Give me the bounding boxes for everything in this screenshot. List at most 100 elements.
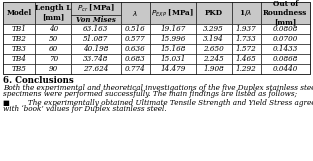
Text: 60: 60 — [49, 45, 58, 53]
Text: 0.683: 0.683 — [125, 55, 146, 63]
Text: 1.733: 1.733 — [236, 35, 256, 43]
Bar — [71, 64, 121, 74]
Text: 0.0700: 0.0700 — [273, 35, 298, 43]
Bar — [71, 24, 121, 34]
Text: 19.167: 19.167 — [160, 25, 185, 33]
Bar — [196, 64, 232, 74]
Bar — [196, 24, 232, 34]
Text: 14.479: 14.479 — [160, 65, 185, 73]
Text: Model: Model — [7, 9, 32, 17]
Bar — [260, 64, 310, 74]
Bar — [260, 34, 310, 44]
Text: Length L
[mm]: Length L [mm] — [35, 4, 71, 22]
Text: specimens were performed successfully. The main findings are listed as follows;: specimens were performed successfully. T… — [3, 90, 297, 98]
Text: TB3: TB3 — [12, 45, 27, 53]
Text: 6. Conclusions: 6. Conclusions — [3, 76, 74, 85]
Text: 15.996: 15.996 — [160, 35, 185, 43]
Bar — [71, 44, 121, 54]
Bar — [232, 54, 260, 64]
Bar — [121, 54, 150, 64]
Bar — [121, 2, 150, 24]
Text: 33.748: 33.748 — [83, 55, 109, 63]
Text: 2.650: 2.650 — [203, 45, 224, 53]
Bar — [232, 64, 260, 74]
Bar — [260, 24, 310, 34]
Bar — [150, 24, 196, 34]
Text: 0.774: 0.774 — [125, 65, 146, 73]
Text: 0.577: 0.577 — [125, 35, 146, 43]
Bar — [196, 2, 232, 24]
Bar — [260, 2, 310, 24]
Text: TB1: TB1 — [12, 25, 27, 33]
Text: 15.031: 15.031 — [160, 55, 185, 63]
Text: 15.168: 15.168 — [160, 45, 185, 53]
Bar — [35, 24, 71, 34]
Bar — [196, 44, 232, 54]
Bar — [35, 34, 71, 44]
Bar — [150, 64, 196, 74]
Bar — [196, 54, 232, 64]
Bar — [35, 2, 71, 24]
Bar — [3, 2, 310, 74]
Bar — [121, 24, 150, 34]
Text: 51.087: 51.087 — [83, 35, 109, 43]
Text: 0.0808: 0.0808 — [273, 25, 298, 33]
Bar — [3, 34, 35, 44]
Text: 40: 40 — [49, 25, 58, 33]
Text: 40.198: 40.198 — [83, 45, 109, 53]
Text: 0.0440: 0.0440 — [273, 65, 298, 73]
Bar — [35, 54, 71, 64]
Bar — [3, 2, 35, 24]
Bar — [35, 64, 71, 74]
Text: $P_{EXP}$ [MPa]: $P_{EXP}$ [MPa] — [151, 7, 194, 19]
Bar — [121, 34, 150, 44]
Bar — [196, 34, 232, 44]
Text: ■        The experimentally obtained Ultimate Tensile Strength and Yield Stress : ■ The experimentally obtained Ultimate T… — [3, 99, 313, 107]
Bar — [71, 34, 121, 44]
Text: TB4: TB4 — [12, 55, 27, 63]
Bar — [260, 54, 310, 64]
Bar — [232, 34, 260, 44]
Bar — [3, 54, 35, 64]
Bar — [3, 44, 35, 54]
Text: TB2: TB2 — [12, 35, 27, 43]
Bar — [121, 64, 150, 74]
Text: 63.163: 63.163 — [83, 25, 109, 33]
Text: 1.292: 1.292 — [236, 65, 256, 73]
Text: PKD: PKD — [205, 9, 223, 17]
Text: 1.465: 1.465 — [236, 55, 256, 63]
Bar — [150, 44, 196, 54]
Text: 0.1433: 0.1433 — [273, 45, 298, 53]
Bar — [3, 24, 35, 34]
Text: TB5: TB5 — [12, 65, 27, 73]
Text: 1/$\lambda$: 1/$\lambda$ — [239, 8, 253, 18]
Bar — [232, 24, 260, 34]
Bar — [71, 15, 121, 24]
Bar — [71, 2, 121, 15]
Text: 0.0868: 0.0868 — [273, 55, 298, 63]
Bar — [71, 54, 121, 64]
Text: Out of
Roundness
[mm]: Out of Roundness [mm] — [263, 0, 307, 26]
Bar — [150, 54, 196, 64]
Bar — [232, 2, 260, 24]
Bar — [150, 2, 196, 24]
Text: Von Mises: Von Mises — [76, 15, 116, 24]
Text: 1.572: 1.572 — [236, 45, 256, 53]
Text: with ‘book’ values for Duplex stainless steel.: with ‘book’ values for Duplex stainless … — [3, 105, 167, 113]
Bar — [232, 44, 260, 54]
Text: Both the experimental and theoretical investigations of the five Duplex stainles: Both the experimental and theoretical in… — [3, 84, 313, 92]
Bar — [35, 44, 71, 54]
Text: 0.636: 0.636 — [125, 45, 146, 53]
Text: $\lambda$: $\lambda$ — [132, 9, 138, 18]
Text: 2.245: 2.245 — [203, 55, 224, 63]
Text: 50: 50 — [49, 35, 58, 43]
Bar — [260, 44, 310, 54]
Text: 1.937: 1.937 — [236, 25, 256, 33]
Bar — [121, 44, 150, 54]
Text: 90: 90 — [49, 65, 58, 73]
Text: 70: 70 — [49, 55, 58, 63]
Text: 3.194: 3.194 — [203, 35, 224, 43]
Bar — [3, 64, 35, 74]
Text: 0.516: 0.516 — [125, 25, 146, 33]
Text: $P_{cr}$ [MPa]: $P_{cr}$ [MPa] — [77, 3, 115, 14]
